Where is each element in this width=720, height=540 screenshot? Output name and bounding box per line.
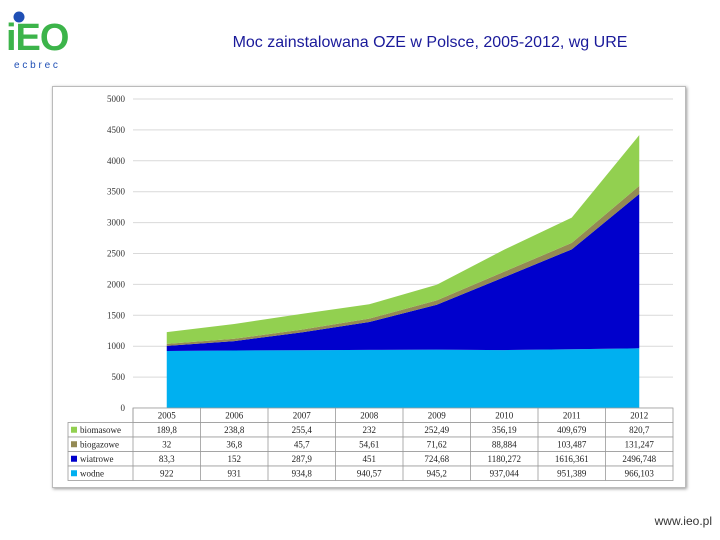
y-tick-label: 1500 <box>107 310 126 320</box>
data-label: 252,49 <box>424 425 449 435</box>
y-tick-label: 2000 <box>107 279 126 289</box>
legend-swatch-biogazowe <box>71 441 77 448</box>
area-wiatrowe <box>166 193 640 352</box>
area-wodne <box>166 348 640 408</box>
y-tick-label: 4000 <box>107 156 126 166</box>
data-label: 724,68 <box>424 454 449 464</box>
logo-dot <box>13 11 25 23</box>
x-tick-label: 2007 <box>293 411 312 421</box>
data-label: 131,247 <box>625 440 655 450</box>
y-tick-label: 5000 <box>107 94 126 104</box>
legend-swatch-wodne <box>71 470 77 477</box>
x-tick-label: 2010 <box>495 411 514 421</box>
data-label: 966,103 <box>625 469 655 479</box>
legend-label-biogazowe: biogazowe <box>80 440 119 450</box>
data-label: 922 <box>160 469 174 479</box>
data-label: 54,61 <box>359 440 379 450</box>
x-tick-label: 2006 <box>225 411 244 421</box>
logo-main-text: iEO <box>6 17 68 59</box>
y-tick-label: 500 <box>112 372 126 382</box>
data-label: 2496,748 <box>622 454 656 464</box>
data-label: 356,19 <box>492 425 517 435</box>
y-tick-label: 1000 <box>107 341 126 351</box>
data-label: 931 <box>228 469 242 479</box>
data-label: 83,3 <box>159 454 175 464</box>
data-label: 189,8 <box>157 425 178 435</box>
chart-panel: 0 500 1000 1500 2000 2500 3000 3500 4000 4500 5000… <box>52 86 686 488</box>
legend-swatch-wiatrowe <box>71 455 77 462</box>
data-label: 255,4 <box>292 425 313 435</box>
x-tick-label: 2009 <box>428 411 447 421</box>
data-label: 951,389 <box>557 469 587 479</box>
data-label: 88,884 <box>492 440 517 450</box>
data-label: 103,487 <box>557 440 587 450</box>
data-label: 940,57 <box>357 469 382 479</box>
data-label: 287,9 <box>292 454 313 464</box>
data-label: 409,679 <box>557 425 587 435</box>
data-label: 820,7 <box>629 425 650 435</box>
data-label: 238,8 <box>224 425 245 435</box>
y-tick-label: 2500 <box>107 249 126 259</box>
y-tick-label: 4500 <box>107 125 126 135</box>
legend-label-wiatrowe: wiatrowe <box>80 454 114 464</box>
y-tick-label: 3500 <box>107 187 126 197</box>
data-label: 232 <box>363 425 377 435</box>
x-tick-label: 2005 <box>158 411 177 421</box>
table-row <box>67 465 674 481</box>
data-label: 45,7 <box>294 440 310 450</box>
data-label: 36,8 <box>226 440 242 450</box>
data-label: 945,2 <box>427 469 447 479</box>
data-label: 71,62 <box>427 440 447 450</box>
stacked-area-chart: 0 500 1000 1500 2000 2500 3000 3500 4000 4500 5000… <box>67 94 674 481</box>
data-label: 1180,272 <box>488 454 521 464</box>
logo-sub-text: e c b r e c <box>14 60 58 70</box>
page-title: Moc zainstalowana OZE w Polsce, 2005-201… <box>232 34 628 51</box>
data-label: 934,8 <box>292 469 313 479</box>
x-tick-label: 2012 <box>630 411 648 421</box>
x-tick-label: 2011 <box>563 411 581 421</box>
data-label: 32 <box>162 440 171 450</box>
data-label: 451 <box>363 454 377 464</box>
data-label: 152 <box>228 454 242 464</box>
legend-label-biomasowe: biomasowe <box>80 425 121 435</box>
data-label: 1616,361 <box>555 454 589 464</box>
footer-url[interactable]: www.ieo.pl <box>654 514 712 528</box>
ieo-logo: iEO e c b r e c <box>6 11 69 70</box>
legend-label-wodne: wodne <box>80 469 104 479</box>
y-tick-label: 0 <box>121 403 126 413</box>
legend-swatch-biomasowe <box>71 426 77 433</box>
area-biomasowe <box>166 135 640 344</box>
data-label: 937,044 <box>490 469 520 479</box>
x-tick-label: 2008 <box>360 411 379 421</box>
y-tick-label: 3000 <box>107 218 126 228</box>
